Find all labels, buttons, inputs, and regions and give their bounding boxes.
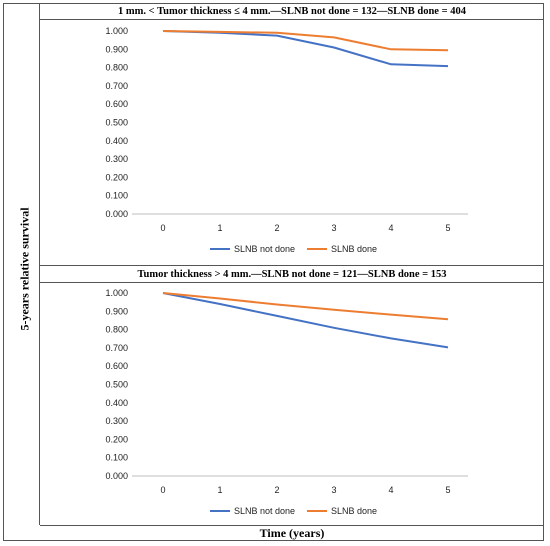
y-tick-label: 0.400 [105, 136, 128, 146]
y-tick-label: 0.900 [105, 306, 128, 316]
x-tick-label: 0 [160, 223, 165, 233]
series-line-slnb-not-done [162, 292, 449, 349]
series-line-slnb-done [162, 292, 449, 321]
y-tick-label: 0.800 [105, 325, 128, 335]
x-tick-label: 5 [445, 485, 450, 495]
y-tick-label: 0.800 [105, 63, 128, 73]
legend-entry: SLNB not done [234, 244, 295, 254]
panel-title-bottom: Tumor thickness > 4 mm.—SLNB not done = … [40, 265, 544, 283]
legend-entry: SLNB done [331, 506, 377, 516]
x-tick-label: 0 [160, 485, 165, 495]
y-tick-label: 0.600 [105, 361, 128, 371]
y-tick-label: 0.700 [105, 81, 128, 91]
x-tick-label: 3 [331, 223, 336, 233]
y-tick-label: 0.500 [105, 380, 128, 390]
y-tick-label: 0.200 [105, 172, 128, 182]
x-tick-label: 2 [274, 223, 279, 233]
y-tick-label: 0.900 [105, 44, 128, 54]
legend-entry: SLNB not done [234, 506, 295, 516]
y-axis-label-column: 5-years relative survival [3, 3, 40, 525]
panel-title-top: 1 mm. < Tumor thickness ≤ 4 mm.—SLNB not… [40, 3, 544, 20]
y-tick-label: 0.700 [105, 343, 128, 353]
series-line-slnb-done [162, 30, 449, 52]
y-tick-label: 0.400 [105, 398, 128, 408]
legend-entry: SLNB done [331, 244, 377, 254]
x-axis-title: Time (years) [40, 525, 544, 541]
y-tick-label: 0.300 [105, 416, 128, 426]
x-tick-label: 2 [274, 485, 279, 495]
figure-frame [3, 3, 544, 541]
y-tick-label: 0.200 [105, 434, 128, 444]
y-tick-label: 0.500 [105, 118, 128, 128]
x-tick-label: 1 [217, 485, 222, 495]
x-tick-label: 3 [331, 485, 336, 495]
x-tick-label: 5 [445, 223, 450, 233]
x-tick-label: 1 [217, 223, 222, 233]
y-tick-label: 0.100 [105, 453, 128, 463]
y-tick-label: 1.000 [105, 288, 128, 298]
line-chart-top: 0.000 0.100 0.200 0.300 0.400 0.500 0.600 0.700… [105, 26, 468, 254]
line-chart-bottom: 0.000 0.100 0.200 0.300 0.400 0.500 0.600 0.700… [105, 288, 468, 516]
y-tick-label: 0.300 [105, 154, 128, 164]
y-axis-title: 5-years relative survival [17, 207, 32, 331]
x-tick-label: 4 [388, 223, 393, 233]
y-tick-label: 0.600 [105, 99, 128, 109]
y-tick-label: 0.100 [105, 191, 128, 201]
y-tick-label: 0.000 [105, 209, 128, 219]
x-tick-label: 4 [388, 485, 393, 495]
y-tick-label: 1.000 [105, 26, 128, 36]
y-tick-label: 0.000 [105, 471, 128, 481]
